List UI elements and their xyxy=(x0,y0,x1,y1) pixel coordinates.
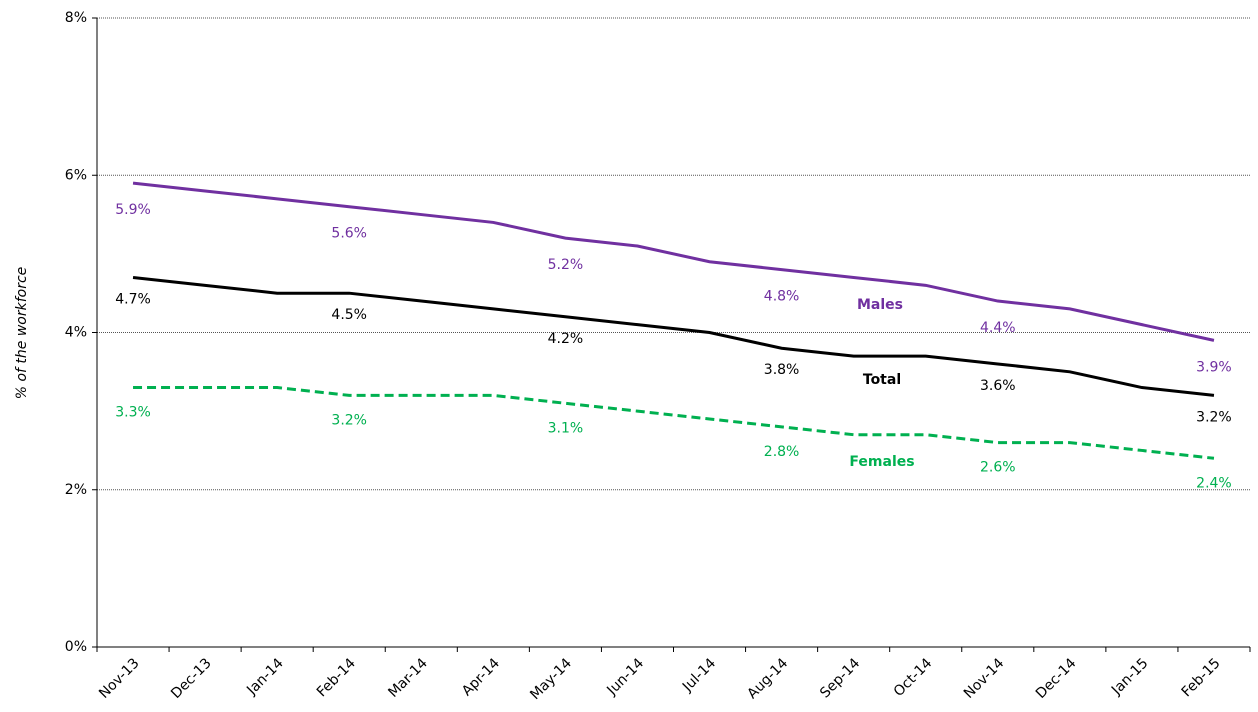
data-label: 3.9% xyxy=(1196,359,1232,375)
x-tick-label: May-14 xyxy=(527,655,575,703)
series-name: Total xyxy=(863,372,901,388)
x-tick-label: Aug-14 xyxy=(744,655,791,702)
data-label: 2.4% xyxy=(1196,475,1232,491)
x-tick-label: Oct-14 xyxy=(891,655,936,700)
y-tick-label: 0% xyxy=(65,639,87,655)
data-label: 5.2% xyxy=(548,257,584,273)
x-tick-label: Jan-14 xyxy=(243,655,287,699)
data-label: 3.8% xyxy=(764,362,800,378)
x-tick-label: Apr-14 xyxy=(459,655,503,699)
y-tick-label: 2% xyxy=(65,482,87,498)
x-tick-label: Feb-15 xyxy=(1179,655,1224,700)
x-tick-label: Feb-14 xyxy=(314,655,359,700)
y-tick-label: 6% xyxy=(65,167,87,183)
data-label: 4.2% xyxy=(548,331,584,347)
data-label: 5.6% xyxy=(331,226,367,242)
data-label: 4.4% xyxy=(980,320,1016,336)
data-label: 4.5% xyxy=(331,307,367,323)
x-tick-label: Dec-13 xyxy=(168,655,215,702)
x-tick-label: Jun-14 xyxy=(603,655,647,699)
x-tick-label: Dec-14 xyxy=(1033,655,1080,702)
data-label: 2.8% xyxy=(764,444,800,460)
data-label: 3.1% xyxy=(548,420,584,436)
x-tick-label: Jan-15 xyxy=(1108,655,1151,698)
data-label: 4.8% xyxy=(764,289,800,305)
series-line xyxy=(132,275,1215,397)
data-label: 4.7% xyxy=(115,291,151,307)
data-label: 3.6% xyxy=(980,378,1016,394)
x-tick-label: Jul-14 xyxy=(679,655,719,695)
y-tick-label: 4% xyxy=(65,325,87,341)
data-label: 3.2% xyxy=(331,412,367,428)
data-label: 2.6% xyxy=(980,460,1016,476)
data-label: 5.9% xyxy=(115,202,151,218)
series-name: Females xyxy=(849,454,914,470)
x-tick-label: Sep-14 xyxy=(817,655,863,701)
x-tick-label: Mar-14 xyxy=(385,655,431,701)
data-label: 3.3% xyxy=(115,405,151,421)
data-label: 3.2% xyxy=(1196,409,1232,425)
series-name: Males xyxy=(857,297,903,313)
x-tick-label: Nov-13 xyxy=(96,655,143,702)
series-line xyxy=(132,181,1215,342)
x-tick-label: Nov-14 xyxy=(961,655,1008,702)
y-tick-label: 8% xyxy=(65,10,87,26)
series-line xyxy=(133,386,1215,460)
y-axis-title: % of the workforce xyxy=(14,267,30,400)
